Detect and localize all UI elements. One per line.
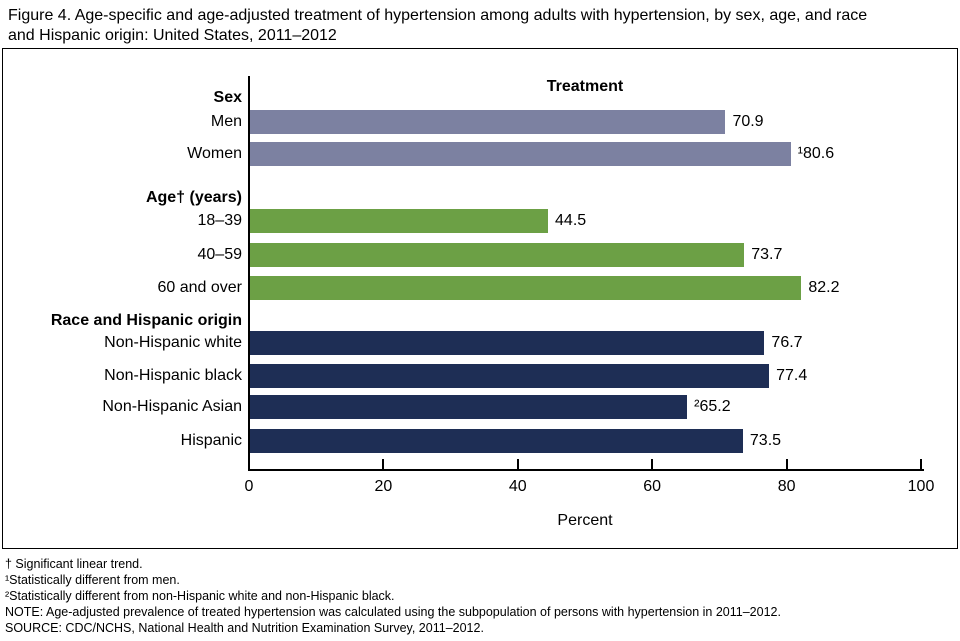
category-label-women: Women xyxy=(187,145,242,162)
chart-area: Treatment Percent 0 20 40 60 80 100 Sex Men 70.9… xyxy=(2,48,958,549)
category-label-non-hispanic-white: Non-Hispanic white xyxy=(104,334,242,351)
bar-non-hispanic-white xyxy=(250,331,765,355)
category-label-40-59: 40–59 xyxy=(197,246,243,263)
x-axis-label: Percent xyxy=(557,512,613,529)
group-label-sex: Sex xyxy=(213,89,242,106)
footnote-line: † Significant linear trend. xyxy=(5,557,143,571)
bar-non-hispanic-black xyxy=(250,364,770,388)
x-axis-tick xyxy=(516,459,519,469)
category-label-non-hispanic-asian: Non-Hispanic Asian xyxy=(102,398,242,415)
footnote-line: SOURCE: CDC/NCHS, National Health and Nu… xyxy=(5,621,484,635)
value-label-non-hispanic-asian: ²65.2 xyxy=(694,398,731,415)
x-axis-tick xyxy=(248,459,250,469)
value-label-hispanic: 73.5 xyxy=(749,432,782,449)
figure-title-line2: and Hispanic origin: United States, 2011… xyxy=(8,27,337,44)
x-axis-tick xyxy=(382,459,385,469)
footnote-line: ²Statistically different from non-Hispan… xyxy=(5,589,395,603)
x-axis-tick-label: 80 xyxy=(777,478,796,495)
x-axis-line xyxy=(248,469,924,471)
bar-non-hispanic-asian xyxy=(250,395,688,419)
bar-40-59 xyxy=(250,243,745,267)
chart-heading: Treatment xyxy=(546,78,624,95)
figure-title-line1: Figure 4. Age-specific and age-adjusted … xyxy=(8,7,868,24)
value-label-18-39: 44.5 xyxy=(555,212,587,229)
figure-title: Figure 4. Age-specific and age-adjusted … xyxy=(8,6,867,46)
x-axis-tick-label: 60 xyxy=(643,478,662,495)
footnote-line: ¹Statistically different from men. xyxy=(5,573,180,587)
bar-hispanic xyxy=(250,429,743,453)
group-label-race-and-hispanic-origin: Race and Hispanic origin xyxy=(50,312,242,329)
category-label-18-39: 18–39 xyxy=(197,212,243,229)
value-label-women: ¹80.6 xyxy=(797,145,835,162)
value-label-non-hispanic-black: 77.4 xyxy=(776,367,808,384)
x-axis-tick-label: 0 xyxy=(244,478,254,495)
category-label-men: Men xyxy=(210,113,242,130)
value-label-40-59: 73.7 xyxy=(751,246,783,263)
bar-18-39 xyxy=(250,209,549,233)
bar-men xyxy=(250,110,726,134)
category-label-60-and-over: 60 and over xyxy=(157,279,242,296)
x-axis-tick xyxy=(785,459,788,469)
footnotes: † Significant linear trend. ¹Statisticall… xyxy=(5,556,781,636)
x-axis-tick xyxy=(651,459,654,469)
footnote-line: NOTE: Age-adjusted prevalence of treated… xyxy=(5,605,781,619)
x-axis-tick xyxy=(920,459,922,469)
category-label-hispanic: Hispanic xyxy=(180,432,242,449)
category-label-non-hispanic-black: Non-Hispanic black xyxy=(104,367,242,384)
bar-60-and-over xyxy=(250,276,802,300)
value-label-60-and-over: 82.2 xyxy=(808,279,840,296)
bar-women xyxy=(250,142,791,166)
y-axis-line xyxy=(248,76,250,471)
group-label-age-years: Age† (years) xyxy=(145,189,242,206)
value-label-non-hispanic-white: 76.7 xyxy=(771,334,803,351)
x-axis-tick-label: 20 xyxy=(374,478,393,495)
x-axis-tick-label: 40 xyxy=(508,478,527,495)
x-axis-tick-label: 100 xyxy=(907,478,935,495)
value-label-men: 70.9 xyxy=(732,113,764,130)
